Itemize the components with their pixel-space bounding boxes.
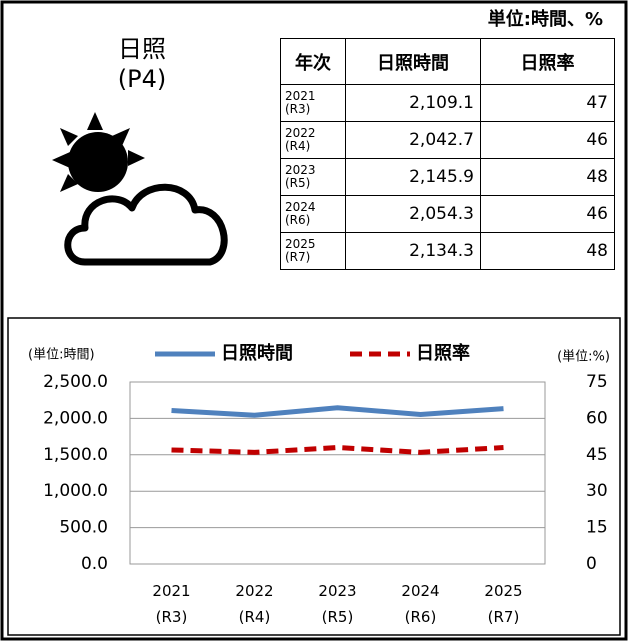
y-tick-label: 1,500.0 <box>43 445 108 465</box>
year-cell: 2021 (R3) <box>280 84 346 122</box>
column-header: 日照時間 <box>345 38 481 85</box>
value-cell: 46 <box>480 195 615 233</box>
x-tick-label: 2024 (R6) <box>401 582 440 626</box>
value-cell: 47 <box>480 84 615 122</box>
year-cell: 2022 (R4) <box>280 121 346 159</box>
y2-tick-label: 30 <box>586 481 608 501</box>
value-cell: 2,145.9 <box>345 158 481 196</box>
year-cell: 2023 (R5) <box>280 158 346 196</box>
x-tick-label: 2021 (R3) <box>152 582 191 626</box>
y-tick-label: 500.0 <box>59 518 108 538</box>
y-tick-label: 0.0 <box>81 554 108 574</box>
legend-label: 日照率 <box>416 342 470 364</box>
column-header: 年次 <box>280 38 346 85</box>
page-ref: (P4) <box>118 65 166 93</box>
title: 日照 <box>118 35 166 63</box>
x-tick-label: 2023 (R5) <box>318 582 357 626</box>
table-row: 2022 (R4) 2,042.7 46 <box>280 121 615 159</box>
y-axis-label: (単位:時間) <box>28 347 95 363</box>
table-row: 2023 (R5) 2,145.9 48 <box>280 158 615 196</box>
value-cell: 2,054.3 <box>345 195 481 233</box>
value-cell: 48 <box>480 232 615 270</box>
y-tick-label: 2,000.0 <box>43 408 108 428</box>
value-cell: 48 <box>480 158 615 196</box>
y2-tick-label: 0 <box>586 554 597 574</box>
year-cell: 2024 (R6) <box>280 195 346 233</box>
y2-tick-label: 15 <box>586 518 608 538</box>
table-row: 2021 (R3) 2,109.1 47 <box>280 84 615 122</box>
unit-note: 単位:時間、% <box>488 8 603 30</box>
sunshine-table: 年次 日照時間 日照率 2021 (R3) 2,109.1 47 2022 (R4) 2,04… <box>280 38 615 270</box>
y2-axis-label: (単位:%) <box>557 349 610 365</box>
y-tick-label: 1,000.0 <box>43 481 108 501</box>
value-cell: 2,109.1 <box>345 84 481 122</box>
year-cell: 2025 (R7) <box>280 232 346 270</box>
y-tick-label: 2,500.0 <box>43 372 108 392</box>
x-tick-label: 2022 (R4) <box>235 582 274 626</box>
series-line <box>171 445 504 455</box>
value-cell: 2,134.3 <box>345 232 481 270</box>
value-cell: 2,042.7 <box>345 121 481 159</box>
table-row: 2024 (R6) 2,054.3 46 <box>280 195 615 233</box>
column-header: 日照率 <box>480 38 615 85</box>
table-row: 2025 (R7) 2,134.3 48 <box>280 232 615 270</box>
series-line <box>171 405 504 418</box>
plot-frame <box>129 381 546 565</box>
weather-icon <box>52 112 228 266</box>
y2-tick-label: 75 <box>586 372 608 392</box>
legend-label: 日照時間 <box>221 343 293 364</box>
y2-tick-label: 60 <box>586 408 608 428</box>
value-cell: 46 <box>480 121 615 159</box>
chart-border <box>7 317 621 636</box>
y2-tick-label: 45 <box>586 445 608 465</box>
x-tick-label: 2025 (R7) <box>484 582 523 626</box>
